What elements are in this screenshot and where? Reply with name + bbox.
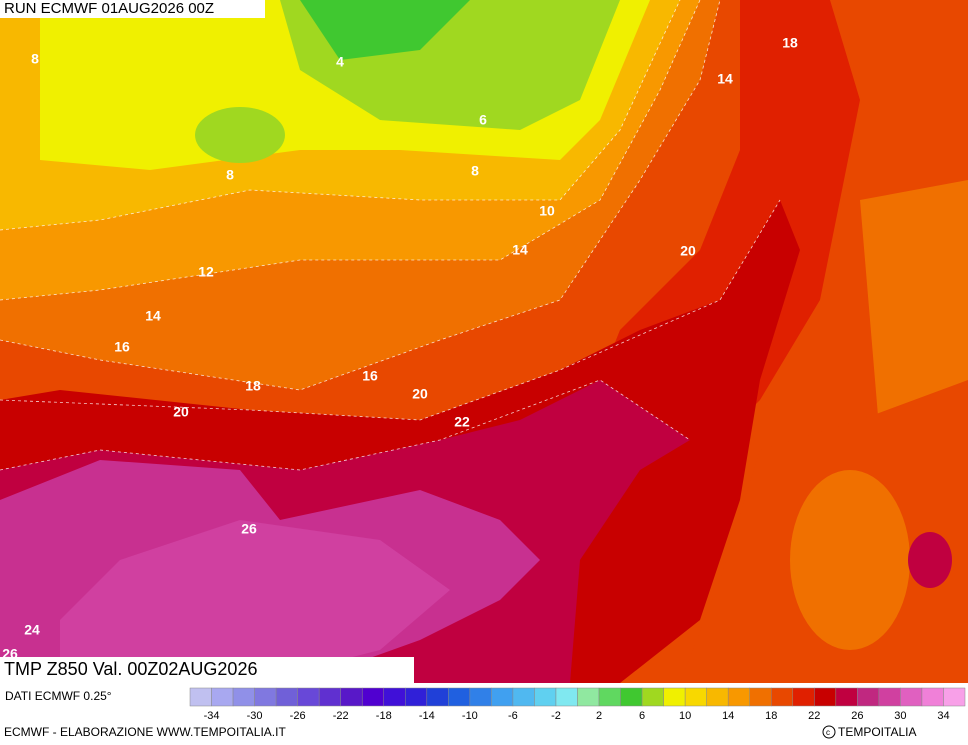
legend-swatch (491, 687, 514, 707)
legend-swatch (211, 687, 234, 707)
legend-swatch (684, 687, 707, 707)
legend-swatch (383, 687, 406, 707)
legend-tick-label: 30 (894, 710, 906, 722)
legend-tick-label: -10 (462, 710, 478, 722)
contour-label: 14 (717, 71, 733, 87)
copyright-icon (822, 725, 836, 739)
legend-swatch (448, 687, 471, 707)
legend-tick-label: 34 (937, 710, 949, 722)
legend-swatch (512, 687, 535, 707)
contour-label: 10 (539, 203, 555, 219)
legend-swatch (835, 687, 858, 707)
temperature-field (0, 0, 968, 683)
legend-swatch (555, 687, 578, 707)
legend-tick-label: -18 (376, 710, 392, 722)
legend-tick-label: 26 (851, 710, 863, 722)
run-label: RUN ECMWF 01AUG2026 00Z (4, 0, 214, 17)
legend-tick-label: 22 (808, 710, 820, 722)
contour-label: 22 (454, 414, 470, 430)
legend-swatch (426, 687, 449, 707)
legend-tick-label: -22 (333, 710, 349, 722)
legend-tick-label: -6 (508, 710, 518, 722)
legend-tick-label: 2 (596, 710, 602, 722)
legend-tick-label: 6 (639, 710, 645, 722)
legend-swatch (641, 687, 664, 707)
brand: TEMPOITALIA (838, 725, 916, 739)
legend-swatch (275, 687, 298, 707)
legend-swatch (771, 687, 794, 707)
source-label: DATI ECMWF 0.25° (5, 689, 112, 703)
contour-label: 8 (471, 163, 479, 179)
legend-tick-label: -30 (247, 710, 263, 722)
contour-label: 18 (782, 35, 798, 51)
copyright-c: c (826, 728, 830, 737)
contour-label: 8 (31, 51, 39, 67)
legend-swatch (749, 687, 772, 707)
field-box (0, 657, 414, 683)
legend-swatch (361, 687, 385, 707)
legend-swatch (900, 687, 923, 707)
contour-label: 12 (198, 264, 214, 280)
legend-swatch (254, 687, 277, 707)
legend-swatch (620, 687, 643, 707)
legend-swatch (857, 687, 880, 707)
legend-swatch (297, 687, 320, 707)
run-box (0, 0, 265, 18)
legend-tick-label: 10 (679, 710, 691, 722)
legend-swatch (232, 687, 255, 707)
contour-label: 8 (226, 167, 234, 183)
contour-label: 20 (680, 243, 696, 259)
contour-label: 16 (114, 339, 130, 355)
legend-swatch (189, 687, 212, 707)
legend-swatch (577, 687, 600, 707)
contour-label: 20 (412, 386, 428, 402)
contour-label: 4 (336, 54, 344, 70)
legend-tick-label: 14 (722, 710, 734, 722)
legend-tick-label: -2 (551, 710, 561, 722)
legend-swatch (598, 687, 621, 707)
legend-swatch (792, 687, 815, 707)
legend-swatch (878, 687, 901, 707)
contour-label: 6 (479, 112, 487, 128)
contour-label: 14 (512, 242, 528, 258)
contour-label: 14 (145, 308, 161, 324)
contour-label: 26 (241, 521, 257, 537)
legend-swatch (340, 687, 363, 707)
legend-swatch (405, 687, 428, 707)
legend-swatch (706, 687, 729, 707)
legend-swatch (727, 687, 750, 707)
field-label: TMP Z850 Val. 00Z02AUG2026 (4, 659, 257, 679)
color-bar: -34 -30 -26 -22 -18 -14 -10 -6 -2 2 6 10 14 18 22 26 30 3… (189, 687, 966, 722)
legend-tick-label: 18 (765, 710, 777, 722)
contour-label: 16 (362, 368, 378, 384)
legend-swatch (534, 687, 557, 707)
legend-swatch (943, 687, 966, 707)
legend-tick-label: -26 (290, 710, 306, 722)
legend-tick-label: -14 (419, 710, 435, 722)
legend-swatch (814, 687, 837, 707)
legend-tick-label: -34 (204, 710, 220, 722)
contour-label: 20 (173, 404, 189, 420)
legend-swatch (318, 687, 341, 707)
contour-label: 18 (245, 378, 261, 394)
credit: ECMWF - ELABORAZIONE WWW.TEMPOITALIA.IT (4, 725, 286, 739)
contour-label: 24 (24, 622, 40, 638)
legend-swatch (469, 687, 492, 707)
legend-swatch (921, 687, 944, 707)
legend-swatch (663, 687, 686, 707)
